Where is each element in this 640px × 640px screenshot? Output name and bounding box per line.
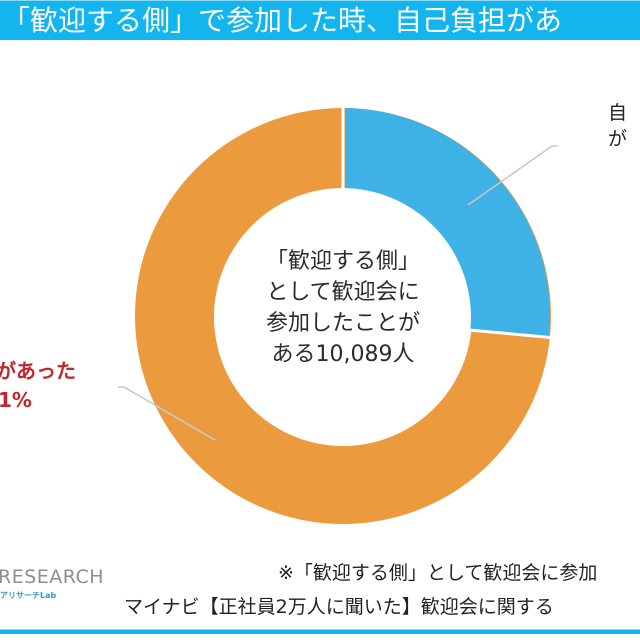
slice-label-percent: 1% (0, 388, 32, 412)
center-label-line: ある10,089人 (271, 342, 415, 367)
slice-blue (345, 108, 551, 336)
footnote-line-2: マイナビ【正社員2万人に聞いた】歓迎会に関する (124, 596, 554, 618)
leader-line-left (118, 386, 216, 441)
slice-label-blue: 自 が (608, 100, 640, 152)
logo-wordmark: RESEARCH (0, 566, 105, 588)
leader-line-right (467, 145, 558, 206)
slice-label-line: 自 (608, 102, 628, 124)
slice-label-line: があった (0, 359, 76, 383)
donut-ring (134, 104, 557, 524)
research-logo: RESEARCH アリサーチLab (0, 566, 104, 601)
slice-label-line: が (608, 128, 628, 150)
donut-center-label: 「歓迎する側」 として歓迎会に 参加したことが ある10,089人 (223, 246, 463, 370)
center-label-line: として歓迎会に (266, 280, 420, 305)
bottom-divider (0, 629, 640, 634)
chart-title-bar: 「歓迎する側」で参加した時、自己負担があ (0, 0, 640, 40)
slice-label-orange: があった 1% (0, 357, 120, 415)
slice-separator (468, 328, 557, 340)
center-label-line: 参加したことが (265, 311, 420, 336)
center-label-line: 「歓迎する側」 (265, 249, 420, 274)
footnote-line-1: ※「歓迎する側」として歓迎会に参加 (278, 562, 598, 584)
logo-subtitle: アリサーチLab (0, 591, 57, 600)
chart-title: 「歓迎する側」で参加した時、自己負担があ (2, 4, 563, 37)
